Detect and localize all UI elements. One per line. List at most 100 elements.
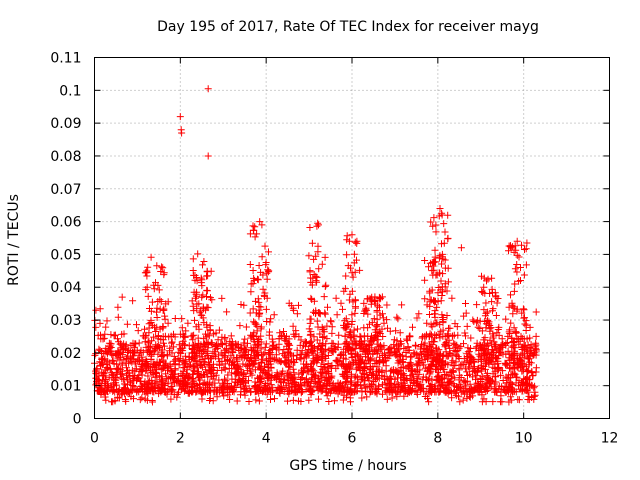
data-point — [439, 319, 447, 327]
data-point — [203, 272, 210, 280]
data-point — [247, 334, 255, 342]
data-point — [197, 274, 205, 282]
data-point — [450, 339, 458, 347]
data-point — [153, 308, 160, 316]
data-point — [435, 330, 443, 338]
data-point — [526, 323, 534, 331]
data-point — [147, 253, 155, 261]
data-point — [378, 343, 386, 351]
data-point — [366, 363, 374, 370]
data-point — [102, 378, 109, 386]
data-point — [246, 309, 254, 317]
data-point — [191, 276, 199, 284]
data-point — [176, 113, 184, 121]
data-point — [327, 318, 335, 326]
data-point — [494, 326, 502, 333]
data-point — [476, 341, 484, 349]
data-point — [231, 370, 239, 378]
data-point — [357, 340, 365, 348]
data-point — [197, 341, 205, 349]
data-point — [181, 332, 189, 340]
data-point — [195, 300, 203, 308]
data-point — [432, 221, 440, 229]
data-point — [508, 381, 516, 389]
data-point — [413, 375, 421, 383]
y-tick-label: 0.04 — [50, 280, 81, 296]
data-point — [260, 369, 268, 377]
data-point — [507, 291, 514, 299]
data-point — [453, 383, 461, 391]
data-point — [279, 350, 287, 358]
data-point — [515, 340, 523, 348]
data-point — [344, 262, 352, 270]
data-point — [452, 351, 460, 359]
data-point — [334, 358, 342, 366]
data-point — [420, 341, 428, 349]
data-point — [463, 368, 471, 376]
data-point — [388, 366, 396, 374]
data-point — [240, 339, 248, 347]
data-point — [188, 383, 196, 391]
data-point — [523, 335, 531, 343]
data-point — [502, 360, 510, 368]
data-point — [478, 272, 485, 280]
data-point — [275, 340, 283, 348]
data-point — [356, 266, 364, 274]
data-point — [277, 357, 285, 365]
data-point — [254, 295, 262, 303]
data-point — [160, 362, 168, 370]
data-point — [133, 386, 141, 394]
data-point — [192, 350, 200, 358]
data-point — [191, 316, 198, 324]
data-point — [256, 373, 264, 381]
data-point — [448, 294, 456, 302]
x-tick-label: 8 — [433, 431, 442, 447]
data-point — [515, 253, 523, 261]
data-point — [480, 336, 488, 344]
data-point — [129, 382, 137, 389]
data-point — [121, 390, 129, 398]
data-point — [136, 396, 144, 404]
data-point — [421, 276, 429, 284]
data-point — [189, 255, 197, 263]
data-point — [150, 347, 158, 355]
data-point — [296, 341, 304, 349]
data-point — [513, 355, 521, 363]
data-point — [174, 354, 182, 362]
data-point — [423, 301, 431, 309]
data-point — [351, 309, 359, 317]
data-point — [108, 369, 116, 377]
data-point — [301, 338, 309, 346]
data-point — [241, 335, 249, 343]
data-point — [524, 341, 532, 349]
data-point — [261, 242, 269, 250]
data-point — [403, 377, 411, 384]
data-point — [439, 374, 447, 382]
data-point — [275, 357, 283, 365]
data-point — [294, 385, 302, 393]
data-point — [207, 267, 215, 275]
data-point — [280, 328, 287, 335]
data-point — [494, 295, 502, 302]
data-point — [481, 312, 489, 320]
data-point — [436, 205, 444, 212]
data-point — [505, 247, 512, 255]
data-point — [342, 378, 350, 386]
data-point — [92, 367, 100, 375]
x-tick-label: 2 — [176, 431, 185, 447]
data-point — [467, 354, 475, 361]
data-point — [102, 348, 110, 356]
data-point — [459, 396, 467, 404]
data-point — [350, 250, 358, 258]
data-point — [441, 283, 449, 291]
data-point — [142, 359, 150, 367]
data-point — [514, 364, 522, 372]
data-point — [191, 340, 199, 348]
data-point — [259, 285, 267, 293]
data-point — [92, 306, 100, 314]
data-point — [373, 323, 381, 331]
data-point — [351, 296, 359, 304]
data-point — [521, 320, 529, 328]
data-point — [502, 340, 510, 347]
data-point — [499, 340, 507, 348]
